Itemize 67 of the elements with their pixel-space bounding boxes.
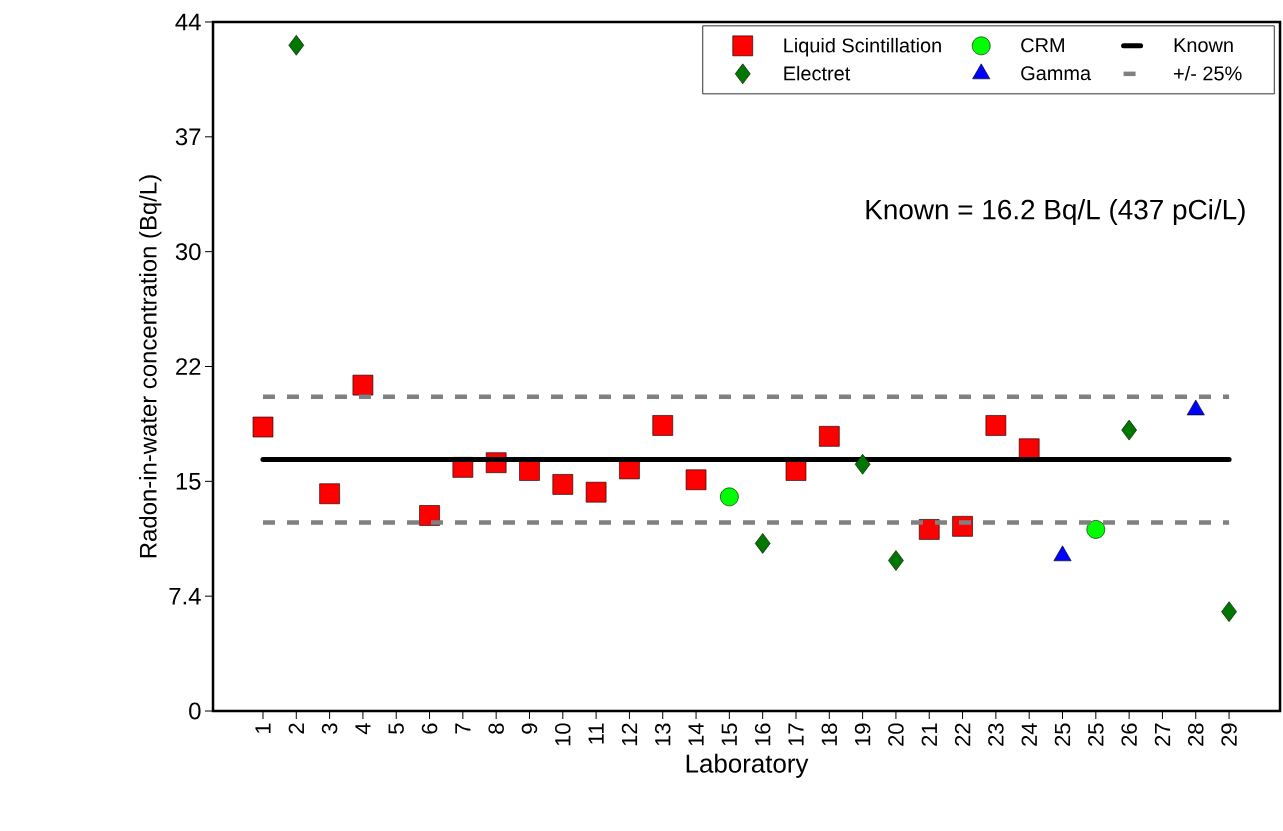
point <box>854 453 871 475</box>
x-tick-label: 12 <box>621 723 638 746</box>
x-tick-label: 25 <box>1088 723 1104 746</box>
point <box>1086 520 1106 539</box>
point <box>288 34 305 56</box>
x-tick-label: 2 <box>288 723 304 734</box>
x-tick-label: 9 <box>521 723 538 734</box>
x-tick-label: 29 <box>1221 723 1237 746</box>
x-tick-label: 6 <box>421 723 438 734</box>
x-tick-label: 4 <box>355 723 371 735</box>
x-tick-label: 20 <box>888 723 904 746</box>
x-tick-label: 28 <box>1187 723 1204 746</box>
point <box>918 519 940 540</box>
point <box>819 426 840 447</box>
x-tick-label: 11 <box>588 723 604 744</box>
point <box>785 460 807 481</box>
x-tick-label: 19 <box>854 723 871 746</box>
x-tick-label: 26 <box>1121 723 1137 746</box>
x-tick-label: 10 <box>555 723 571 746</box>
point <box>319 483 340 505</box>
point <box>352 374 374 396</box>
x-tick-label: 16 <box>754 723 771 746</box>
point <box>519 460 540 481</box>
y-tick-label: 7.4 <box>169 587 201 605</box>
y-tick-label: 0 <box>189 702 201 720</box>
x-tick-label: 13 <box>654 723 671 746</box>
y-axis-title: Radon-in-water concentration (Bq/L) <box>139 175 162 558</box>
x-tick-label: 17 <box>788 723 804 746</box>
x-tick-label: 22 <box>954 723 971 746</box>
x-tick-label: 8 <box>488 723 504 734</box>
point <box>1221 601 1237 622</box>
y-tick-label: 22 <box>176 358 201 375</box>
y-tick-label: 15 <box>176 472 201 490</box>
x-axis-title: Laboratory <box>686 753 809 778</box>
legend-label: Liquid Scintillation <box>784 37 941 57</box>
x-tick-label: 1 <box>255 723 271 734</box>
x-tick-label: 7 <box>455 723 471 734</box>
x-tick-label: 5 <box>388 723 404 734</box>
legend-label: Gamma <box>1021 66 1092 81</box>
x-tick-label: 25 <box>1054 723 1071 746</box>
point <box>1121 419 1137 441</box>
x-tick-label: 15 <box>721 723 738 746</box>
point <box>252 416 274 438</box>
point <box>1018 438 1040 460</box>
x-tick-label: 27 <box>1154 723 1171 746</box>
y-tick-label: 30 <box>175 243 201 261</box>
x-tick-label: 3 <box>321 723 338 734</box>
legend-label: Electret <box>784 65 851 81</box>
x-tick-label: 18 <box>821 723 838 746</box>
annotation: Known = 16.2 Bq/L (437 pCi/L) <box>866 199 1245 225</box>
x-tick-label: 21 <box>921 723 937 746</box>
x-tick-label: 23 <box>988 723 1004 746</box>
x-tick-label: 14 <box>688 723 704 746</box>
x-tick-label: 24 <box>1021 723 1037 746</box>
point <box>685 469 707 491</box>
point <box>888 550 904 571</box>
legend-label: CRM <box>1021 38 1064 53</box>
point <box>754 533 771 554</box>
legend-label: +/- 25% <box>1174 65 1242 81</box>
y-tick-label: 37 <box>175 128 201 146</box>
point <box>720 487 739 507</box>
point <box>985 415 1007 436</box>
y-tick-label: 44 <box>175 13 201 31</box>
point <box>652 415 674 436</box>
point <box>585 481 607 503</box>
legend-label: Known <box>1174 38 1233 53</box>
point <box>552 474 574 495</box>
